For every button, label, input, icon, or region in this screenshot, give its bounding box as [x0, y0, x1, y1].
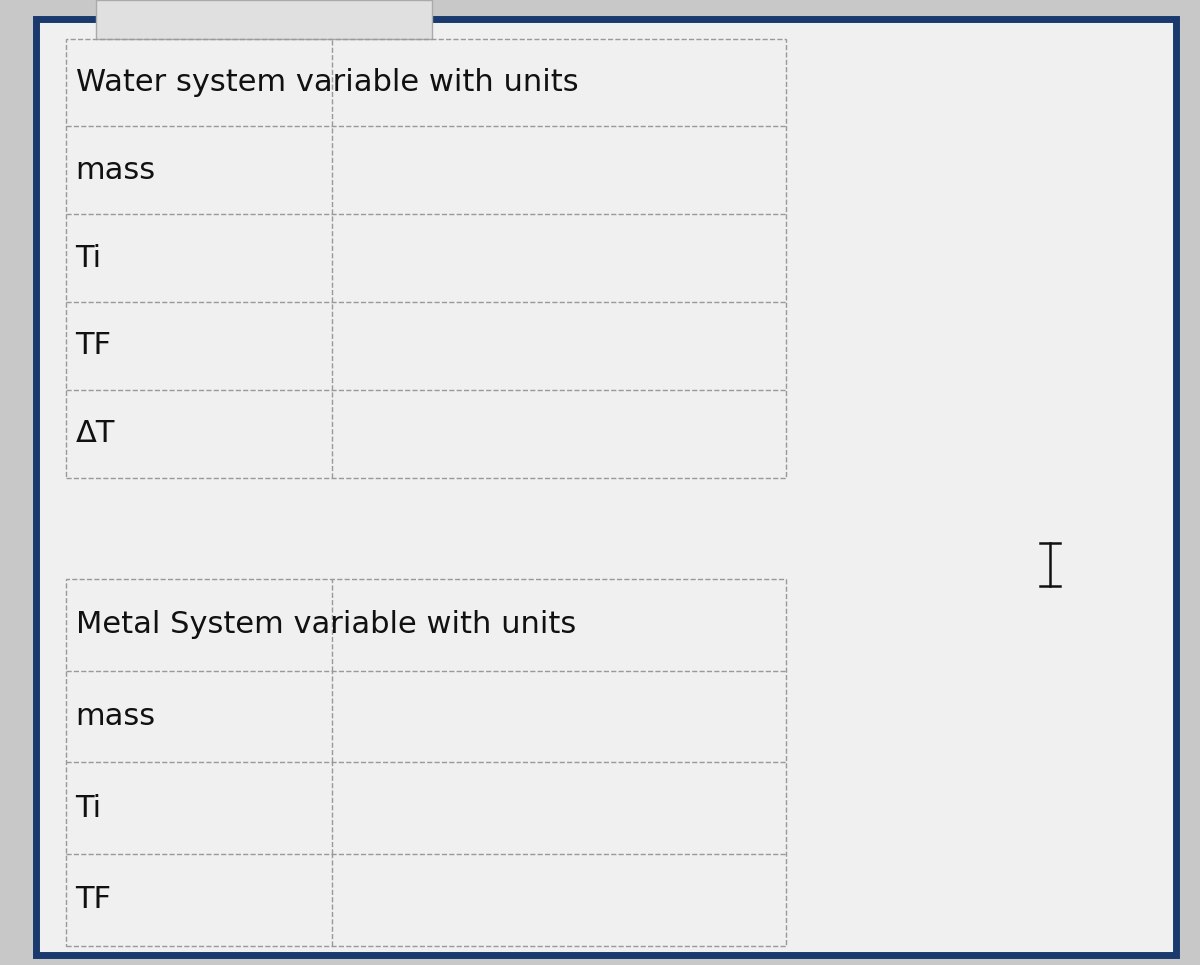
Text: mass: mass: [76, 702, 156, 731]
Bar: [96, 0, 432, 39]
Text: TF: TF: [76, 885, 112, 915]
Text: Metal System variable with units: Metal System variable with units: [76, 610, 576, 640]
Bar: [66, 579, 786, 946]
Text: ΔT: ΔT: [76, 419, 115, 449]
Text: TF: TF: [76, 331, 112, 361]
Text: mass: mass: [76, 155, 156, 185]
Text: Water system variable with units: Water system variable with units: [76, 68, 578, 97]
Text: Ti: Ti: [76, 793, 102, 823]
Text: Ti: Ti: [76, 243, 102, 273]
Bar: [66, 39, 786, 478]
